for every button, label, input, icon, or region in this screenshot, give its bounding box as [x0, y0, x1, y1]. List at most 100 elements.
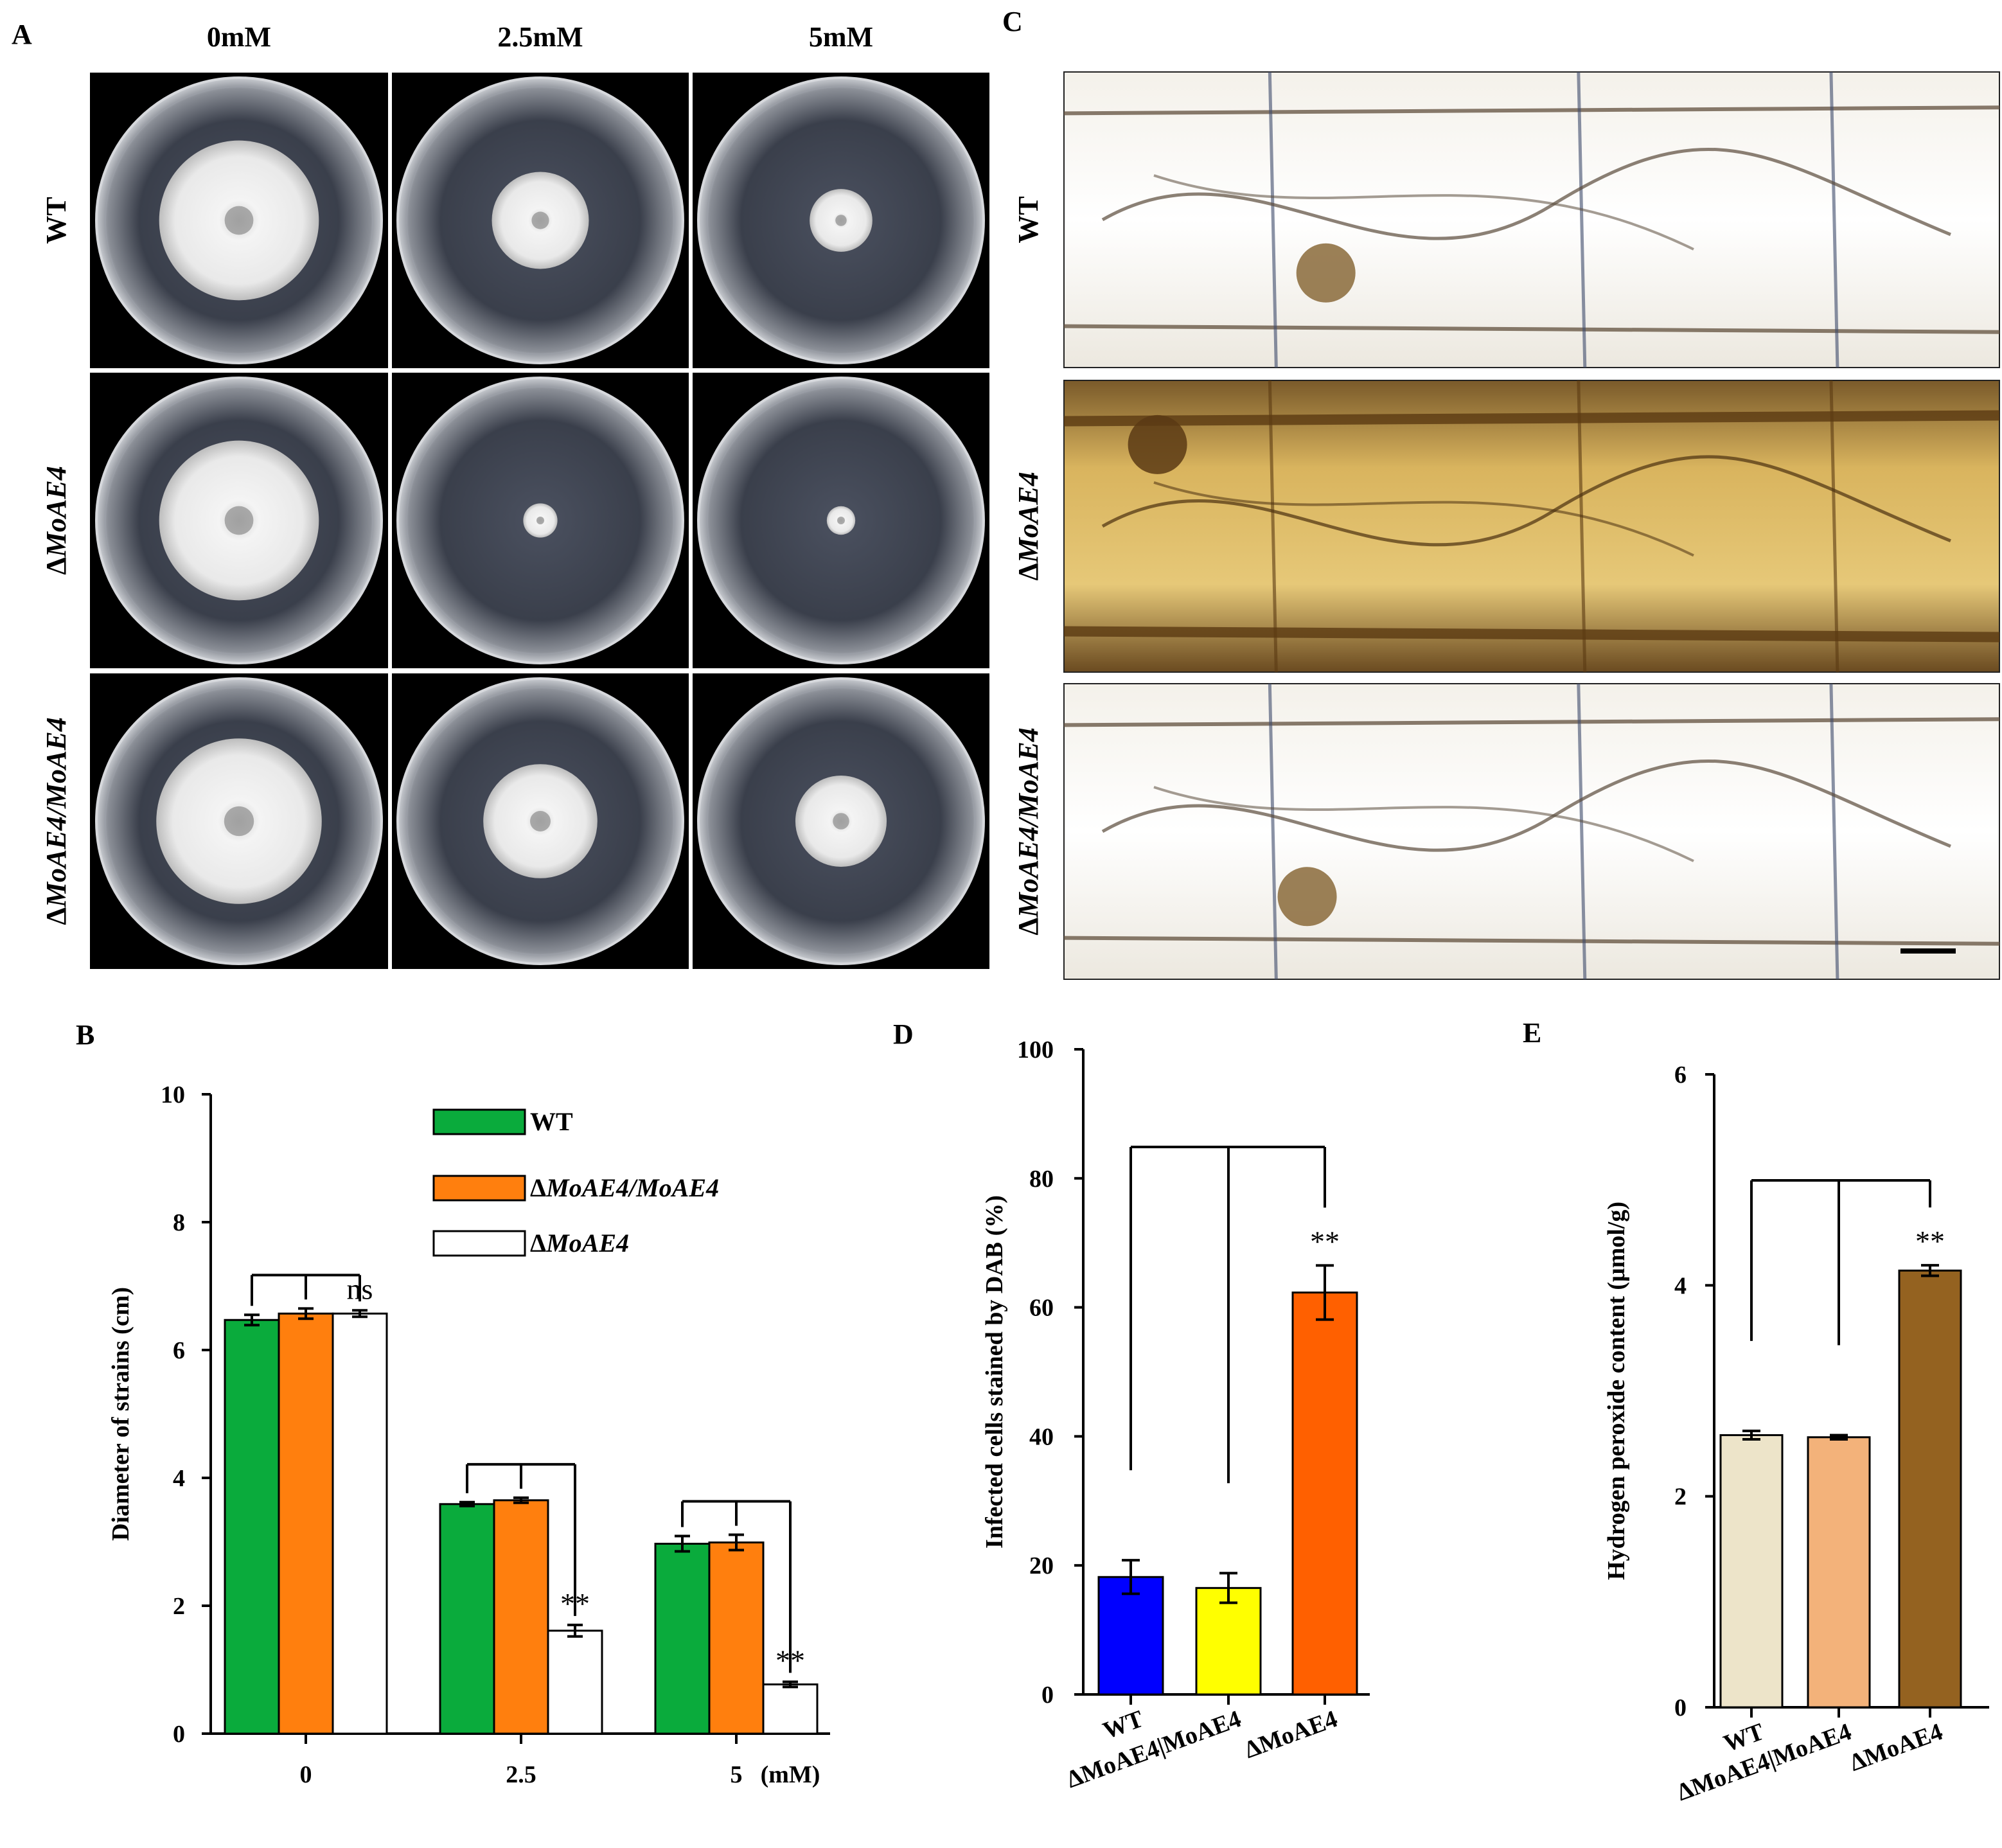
- cell-septum: [1829, 71, 1839, 368]
- panel-d-letter: D: [893, 1018, 914, 1050]
- legend-label-0: WT: [530, 1107, 573, 1136]
- invasive-hypha: [1153, 174, 1694, 251]
- x-tick-label: WT: [1099, 1705, 1147, 1745]
- row-label-a-1: ΔMoAE4: [40, 466, 72, 574]
- colony-center: [224, 506, 254, 535]
- panel-a-letter: A: [12, 19, 32, 50]
- petri-dish-rim: [105, 86, 373, 355]
- significance-label: ns: [347, 1272, 373, 1305]
- x-tick-label-gene: MoAE4|MoAE4: [1688, 1718, 1855, 1801]
- x-tick-label: ΔMoAE4|MoAE4: [1673, 1718, 1855, 1806]
- panel-c-letter: C: [1002, 6, 1023, 37]
- appressorium: [1128, 414, 1187, 474]
- y-tick-label: 6: [1674, 1062, 1687, 1088]
- column-header-0: 0mM: [207, 21, 271, 53]
- y-axis-label: Diameter of strains (cm): [107, 1287, 134, 1541]
- row-label-a-1-gene: MoAE4: [40, 466, 72, 558]
- x-tick-label: ΔMoAE4: [1241, 1705, 1341, 1764]
- bar: [1291, 1292, 1358, 1696]
- cell-septum: [1268, 71, 1278, 368]
- y-tick-label: 40: [1029, 1423, 1054, 1450]
- y-tick-label: 0: [1674, 1694, 1687, 1721]
- bar-2: [332, 1312, 388, 1735]
- x-tick-label: 5: [731, 1761, 743, 1788]
- y-tick-label: 4: [173, 1465, 185, 1492]
- y-tick-label: 10: [161, 1081, 185, 1108]
- cell-wall: [1063, 717, 2000, 727]
- panel-c-micrographs: WT ΔMoAE4 ΔMoAE4/MoAE4: [1013, 71, 2000, 980]
- row-label-c-0: WT: [1013, 196, 1044, 243]
- colony-center: [536, 517, 544, 524]
- cell-septum: [1268, 380, 1278, 673]
- micrograph-frame: [1063, 380, 2000, 673]
- row-label-a-2-gene: MoAE4/MoAE4: [40, 717, 72, 908]
- cell-wall: [1063, 105, 2000, 116]
- colony-center: [835, 215, 847, 226]
- column-header-1: 2.5mM: [497, 21, 583, 53]
- petri-dish-rim: [105, 386, 373, 655]
- row-label-a-2: ΔMoAE4/MoAE4: [40, 717, 72, 925]
- colony-center: [224, 206, 254, 235]
- bar-0: [224, 1319, 280, 1735]
- bar: [1898, 1269, 1962, 1709]
- y-tick-label: 80: [1029, 1166, 1054, 1193]
- row-label-a-2-delta: Δ: [40, 907, 72, 925]
- petri-dish-rim: [105, 687, 373, 955]
- y-tick-label: 8: [173, 1209, 185, 1236]
- micrograph-frame: [1063, 683, 2000, 980]
- bar-1: [708, 1541, 765, 1735]
- x-tick-label: ΔMoAE4: [1846, 1718, 1946, 1777]
- significance-label: **: [1915, 1225, 1945, 1257]
- cell-septum: [1829, 380, 1839, 673]
- micrograph-frame: [1063, 71, 2000, 368]
- petri-dish-rim: [707, 687, 975, 955]
- significance-label: **: [1310, 1225, 1340, 1257]
- bar-2: [762, 1683, 819, 1735]
- x-tick-label: ΔMoAE4|MoAE4: [1063, 1705, 1245, 1793]
- bar-2: [547, 1630, 603, 1735]
- colony-center: [530, 811, 551, 831]
- petri-dish-rim: [707, 386, 975, 655]
- x-tick-label-gene: MoAE4: [1255, 1705, 1341, 1759]
- cell-wall: [1063, 324, 2000, 334]
- row-label-c-1: ΔMoAE4: [1013, 472, 1044, 580]
- significance-label: **: [560, 1587, 590, 1620]
- x-tick-label-gene: MoAE4: [1861, 1718, 1946, 1772]
- row-label-a-1-delta: Δ: [40, 557, 72, 575]
- bar-0: [439, 1503, 495, 1735]
- colony-center: [837, 517, 845, 524]
- petri-dish-rim: [406, 86, 675, 355]
- chart-b: B 0 2 4 6 8 10 Diameter of strains (cm) 0 ns 2.5 **…: [76, 1019, 830, 1788]
- legend-label-1-delta: Δ: [530, 1173, 546, 1202]
- y-tick-label: 0: [1041, 1682, 1054, 1709]
- y-tick-label: 20: [1029, 1552, 1054, 1579]
- cell-wall: [1063, 626, 2000, 643]
- column-header-2: 5mM: [809, 21, 873, 53]
- petri-dish-rim: [406, 687, 675, 955]
- invasive-hypha: [1101, 455, 1951, 547]
- legend-label-1-gene: MoAE4/MoAE4: [545, 1173, 719, 1202]
- legend-swatch-0: [432, 1108, 526, 1135]
- y-axis-label: Infected cells stained by DAB (%): [981, 1195, 1008, 1549]
- row-label-c-2: ΔMoAE4/MoAE4: [1013, 727, 1044, 935]
- y-tick-label: 4: [1674, 1272, 1687, 1299]
- bar: [1719, 1434, 1784, 1709]
- petri-dish-rim: [707, 86, 975, 355]
- y-tick-label: 6: [173, 1337, 185, 1364]
- y-axis-label: Hydrogen peroxide content (μmol/g): [1603, 1202, 1630, 1580]
- row-label-c-1-gene: MoAE4: [1013, 472, 1044, 564]
- invasive-hypha: [1153, 481, 1694, 557]
- x-tick-label: 2.5: [506, 1761, 536, 1788]
- colony-center: [531, 211, 549, 229]
- bar-1: [493, 1499, 549, 1735]
- x-unit-label: (mM): [761, 1761, 820, 1788]
- bar-0: [654, 1542, 711, 1735]
- cell-septum: [1577, 380, 1587, 673]
- bar: [1097, 1576, 1164, 1696]
- bar: [1807, 1436, 1871, 1709]
- legend-label-2-delta: Δ: [530, 1229, 546, 1257]
- chart-d: D 0 20 40 60 80 100 Infected cells stained by D…: [893, 1018, 1370, 1793]
